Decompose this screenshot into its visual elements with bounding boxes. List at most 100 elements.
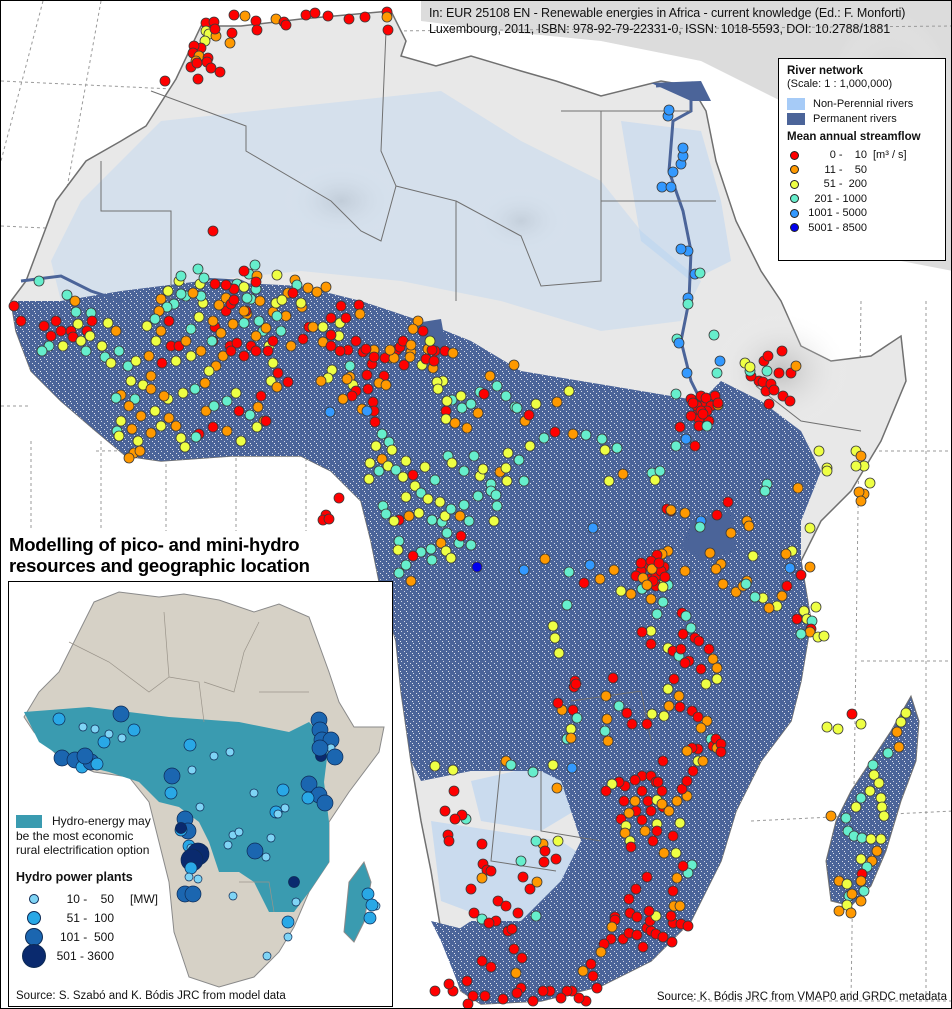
flow-class-dot-icon [790, 150, 799, 160]
streamflow-station-dot [271, 269, 283, 281]
streamflow-station-dot [759, 485, 771, 497]
streamflow-station-dot [344, 360, 356, 372]
streamflow-station-dot [325, 329, 337, 341]
streamflow-station-dot [426, 344, 438, 356]
streamflow-station-dot [725, 527, 737, 539]
streamflow-station-dot [629, 795, 641, 807]
streamflow-station-dot [422, 493, 434, 505]
streamflow-station-dot [527, 766, 539, 778]
streamflow-station-dot [476, 955, 488, 967]
streamflow-station-dot [845, 907, 857, 919]
streamflow-station-dot [192, 263, 204, 275]
streamflow-station-dot [207, 421, 219, 433]
streamflow-station-dot [429, 474, 441, 486]
streamflow-station-dot [125, 375, 137, 387]
plant-class-icon-wrap [22, 894, 46, 904]
streamflow-station-dot [325, 312, 337, 324]
streamflow-station-dot [864, 785, 876, 797]
streamflow-station-dot [307, 321, 319, 333]
streamflow-station-dot [855, 450, 867, 462]
hydro-energy-swatch [16, 815, 42, 828]
streamflow-station-dot [697, 755, 709, 767]
streamflow-station-dot [617, 468, 629, 480]
streamflow-station-dot [675, 243, 687, 255]
streamflow-station-dot [86, 315, 98, 327]
streamflow-station-dot [667, 166, 679, 178]
streamflow-station-dot [656, 181, 668, 193]
streamflow-station-dot [340, 312, 352, 324]
streamflow-station-dot [238, 265, 250, 277]
streamflow-station-dot [447, 764, 459, 776]
streamflow-station-dot [780, 548, 792, 560]
streamflow-station-dot [38, 320, 50, 332]
flow-class-range: 51 - 200 [823, 178, 867, 191]
streamflow-station-dot [821, 721, 833, 733]
streamflow-station-dot [714, 355, 726, 367]
streamflow-station-dot [393, 567, 405, 579]
streamflow-station-dot [749, 591, 761, 603]
non-perennial-swatch [787, 97, 805, 110]
streamflow-station-dot [882, 747, 894, 759]
streamflow-station-dot [508, 943, 520, 955]
hydro-energy-label-2: be the most economic [16, 828, 134, 843]
streamflow-station-dot [403, 510, 415, 522]
streamflow-station-dot [549, 632, 561, 644]
streamflow-station-dot [636, 814, 648, 826]
streamflow-station-dot [578, 577, 590, 589]
streamflow-station-dot [599, 444, 611, 456]
streamflow-station-dot [170, 355, 182, 367]
streamflow-station-dot [376, 428, 388, 440]
streamflow-station-dot [96, 340, 108, 352]
streamflow-station-dot [821, 465, 833, 477]
streamflow-station-dot [376, 453, 388, 465]
streamflow-station-dot [250, 345, 262, 357]
streamflow-station-dot [580, 429, 592, 441]
hydro-plant-dot [127, 723, 141, 737]
streamflow-station-dot [523, 409, 535, 421]
streamflow-station-dot [445, 552, 457, 564]
hydro-energy-label-3: rural electrification option [16, 843, 150, 857]
streamflow-station-dot [555, 992, 567, 1004]
streamflow-station-dot [449, 813, 461, 825]
title-line-1: Modelling of pico- and mini-hydro [9, 534, 300, 555]
streamflow-station-dot [149, 313, 161, 325]
streamflow-station-dot [405, 575, 417, 587]
streamflow-station-dot [645, 638, 657, 650]
inset-hydro-plants [52, 705, 381, 961]
hydro-plant-dot [276, 783, 290, 797]
streamflow-station-dot [625, 841, 637, 853]
hydro-plant-dot [78, 722, 88, 732]
hydro-plant-dot [184, 885, 202, 903]
streamflow-station-dot [599, 725, 611, 737]
streamflow-station-dot [670, 388, 682, 400]
streamflow-station-dot [390, 464, 402, 476]
streamflow-station-dot [492, 895, 504, 907]
streamflow-station-dot [747, 550, 759, 562]
streamflow-station-dot [675, 643, 687, 655]
streamflow-station-dot [187, 287, 199, 299]
streamflow-station-dot [694, 521, 706, 533]
streamflow-station-dot [462, 998, 474, 1008]
streamflow-station-dot [250, 330, 262, 342]
streamflow-station-dot [221, 425, 233, 437]
streamflow-station-dot [682, 298, 694, 310]
streamflow-station-dot [666, 936, 678, 948]
streamflow-station-dot [465, 539, 477, 551]
plant-class-row: 501 - 3600 [16, 944, 158, 968]
streamflow-station-dot [177, 387, 189, 399]
streamflow-station-dot [200, 405, 212, 417]
legend-label: Permanent rivers [813, 112, 897, 125]
streamflow-station-dot [122, 360, 134, 372]
hydro-plant-dot [266, 833, 276, 843]
streamflow-station-dot [637, 941, 649, 953]
inset-legend: Hydro-energy may be the most economic ru… [16, 814, 158, 968]
streamflow-station-dot [524, 883, 536, 895]
streamflow-station-dot [646, 708, 658, 720]
streamflow-station-dot [552, 835, 564, 847]
streamflow-station-dot [350, 335, 362, 347]
legend-flow-row: 0 - 10 [m³ / s] [787, 148, 937, 163]
streamflow-station-dot [55, 325, 67, 337]
streamflow-station-dot [537, 985, 549, 997]
streamflow-station-dot [155, 420, 167, 432]
streamflow-station-dot [707, 653, 719, 665]
